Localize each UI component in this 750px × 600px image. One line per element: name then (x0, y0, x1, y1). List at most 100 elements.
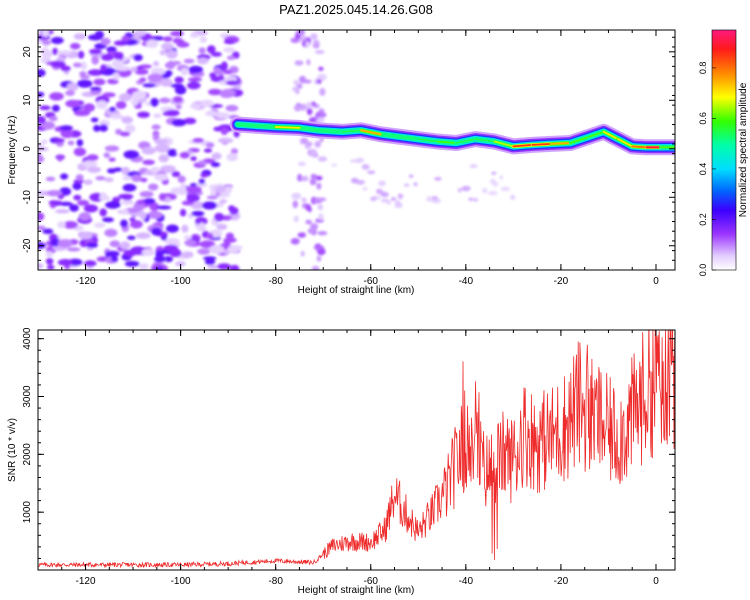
snr-frame (37, 329, 676, 571)
noise-blob (291, 192, 302, 200)
x-tick-label: 0 (653, 576, 659, 587)
noise-blob (99, 208, 107, 217)
noise-blob (305, 41, 310, 48)
noise-blob (141, 146, 156, 155)
noise-blob (41, 30, 50, 37)
spectrogram-x-axis-label: Height of straight line (km) (298, 285, 415, 296)
noise-blob (298, 161, 306, 166)
noise-blob (76, 139, 84, 147)
noise-blob (148, 183, 159, 191)
noise-blob (186, 185, 202, 194)
ridge-peak-segment (569, 135, 591, 144)
noise-blob (87, 69, 104, 76)
noise-blob (189, 32, 199, 38)
noise-blob (297, 232, 306, 238)
spectrogram-noise-blobs (38, 30, 516, 270)
colorbar-tick-label: 0.0 (698, 264, 708, 277)
noise-blob (83, 179, 93, 185)
noise-blob (225, 232, 234, 240)
noise-blob (154, 138, 169, 145)
noise-blob (214, 212, 224, 222)
noise-blob (53, 138, 65, 143)
noise-blob (90, 117, 99, 123)
noise-blob (305, 219, 313, 225)
noise-blob (214, 185, 226, 193)
noise-blob (121, 116, 133, 124)
noise-blob (160, 78, 173, 87)
noise-blob (217, 263, 231, 270)
ridge-peak-segment (474, 138, 496, 143)
noise-blob (57, 50, 73, 55)
noise-blob (183, 58, 195, 64)
colorbar-label: Normalized spectral amplitude (738, 82, 749, 217)
noise-blob (123, 150, 140, 159)
chart-title: PAZ1.2025.045.14.26.G08 (279, 2, 433, 17)
ridge-peak-segment (493, 140, 515, 148)
noise-blob (49, 92, 64, 101)
noise-blob (196, 182, 208, 188)
noise-blob (121, 35, 131, 42)
noise-blob (82, 160, 98, 167)
noise-blob (130, 66, 138, 73)
ridge-peak-segment (341, 129, 363, 133)
noise-blob (135, 232, 151, 239)
noise-blob (79, 71, 87, 77)
noise-blob (190, 201, 205, 210)
x-tick-label: -100 (171, 576, 191, 587)
noise-blob (107, 168, 117, 174)
ridge-peak-segment (417, 138, 439, 143)
noise-blob (91, 55, 99, 65)
noise-blob (111, 59, 124, 68)
noise-blob (163, 244, 179, 252)
noise-blob (72, 182, 82, 190)
noise-blob (152, 36, 164, 41)
noise-blob (226, 55, 236, 60)
noise-blob (491, 171, 497, 175)
noise-blob (142, 83, 156, 88)
noise-blob (105, 201, 121, 209)
noise-blob (395, 200, 401, 205)
noise-blob (362, 186, 368, 191)
noise-blob (165, 224, 179, 233)
noise-blob (120, 241, 131, 250)
x-tick-label: -60 (364, 276, 379, 287)
noise-blob (195, 217, 208, 226)
noise-blob (301, 197, 307, 203)
noise-blob (208, 88, 222, 96)
noise-blob (227, 245, 240, 254)
noise-blob (141, 248, 155, 257)
noise-blob (199, 36, 208, 43)
noise-blob (180, 67, 189, 76)
noise-blob (70, 42, 81, 50)
noise-blob (192, 138, 204, 143)
noise-blob (150, 97, 159, 107)
noise-blob (139, 191, 154, 198)
noise-blob (133, 54, 143, 62)
noise-blob (110, 255, 119, 262)
noise-blob (45, 176, 56, 182)
noise-blob (300, 137, 309, 144)
noise-blob (38, 155, 45, 163)
noise-blob (104, 177, 114, 182)
noise-blob (356, 157, 365, 163)
noise-blob (219, 199, 228, 204)
y-tick-label: 20 (22, 46, 33, 58)
y-tick-label: -10 (22, 190, 33, 205)
noise-blob (310, 33, 318, 40)
x-tick-label: 0 (653, 276, 659, 287)
noise-blob (104, 145, 120, 152)
x-tick-label: -60 (364, 576, 379, 587)
noise-blob (403, 183, 410, 187)
noise-blob (132, 90, 147, 100)
noise-blob (50, 238, 61, 247)
noise-blob (313, 245, 324, 250)
noise-blob (309, 178, 317, 186)
noise-blob (77, 79, 93, 88)
noise-blob (297, 173, 302, 180)
noise-blob (434, 177, 442, 181)
noise-blob (186, 193, 200, 203)
noise-blob (174, 261, 186, 267)
noise-blob (216, 223, 228, 230)
noise-blob (316, 182, 322, 190)
